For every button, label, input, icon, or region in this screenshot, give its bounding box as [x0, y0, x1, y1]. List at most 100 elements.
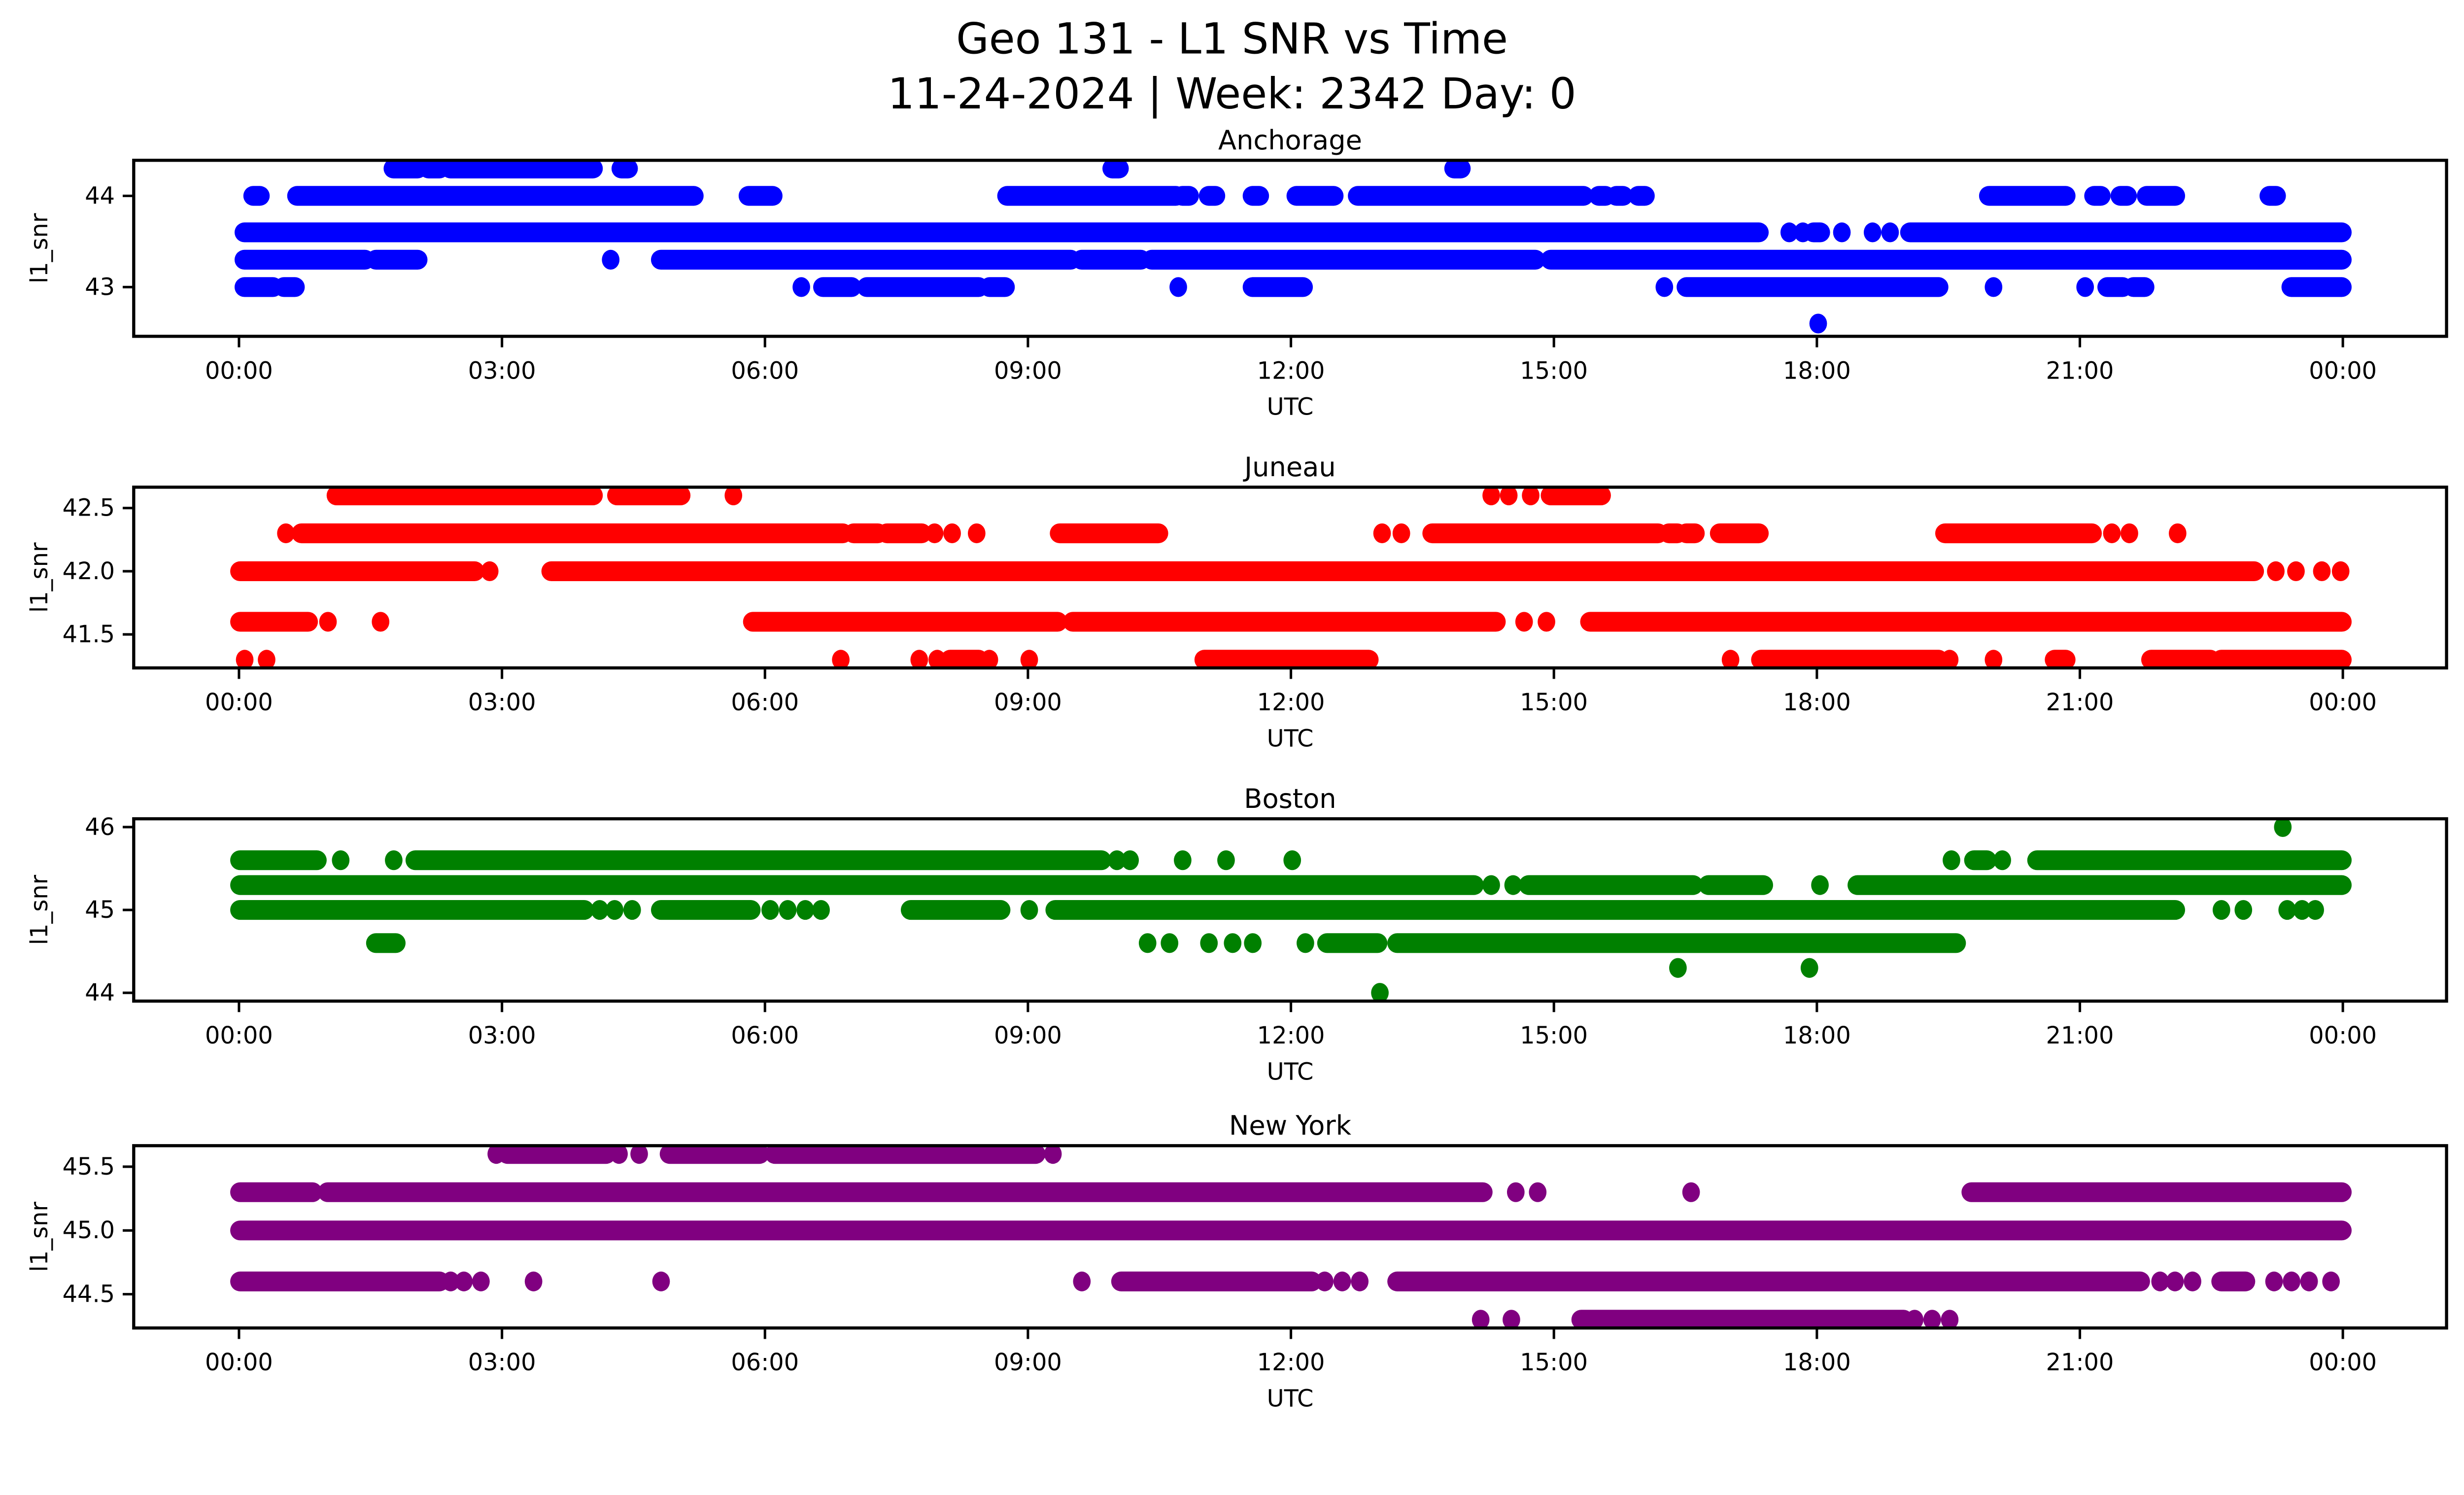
data-segment [441, 160, 603, 178]
plot-border [132, 486, 2448, 670]
data-segment [287, 186, 704, 206]
data-segment [1751, 650, 1949, 668]
y-tick-label: 43 [85, 274, 115, 301]
data-point [1923, 1310, 1941, 1328]
data-segment [2045, 650, 2076, 668]
y-tick-label: 45 [85, 897, 115, 924]
data-segment [1050, 523, 1168, 544]
data-point [1863, 222, 1882, 243]
data-point [1244, 933, 1262, 953]
y-tick-label: 46 [85, 814, 115, 841]
data-point [2300, 1271, 2318, 1291]
data-segment [1444, 160, 1471, 178]
data-point [1472, 1310, 1490, 1328]
data-segment [2110, 186, 2137, 206]
data-point [652, 1271, 670, 1291]
x-tick-label: 12:00 [1257, 357, 1325, 384]
x-tick-label: 15:00 [1520, 689, 1588, 716]
data-segment [1242, 186, 1269, 206]
x-tick-label: 00:00 [2309, 1349, 2377, 1376]
subplot-juneau: Juneau l1_snr UTC 42.5 42.0 41.5 00:00 03:00 06:… [26, 452, 2448, 752]
data-segment [1111, 1271, 1322, 1291]
x-tick-label: 03:00 [468, 357, 536, 384]
data-point [1669, 958, 1687, 978]
x-tick-label: 18:00 [1783, 689, 1851, 716]
data-segment [1540, 249, 2352, 270]
data-point [2306, 900, 2324, 920]
x-tick-label: 09:00 [994, 1022, 1062, 1049]
data-segment [235, 249, 375, 270]
data-segment [366, 249, 428, 270]
data-point [1020, 650, 1038, 668]
data-point [2274, 819, 2292, 837]
data-point [630, 1146, 648, 1164]
x-tick-label: 09:00 [994, 357, 1062, 384]
data-segment [1172, 186, 1199, 206]
x-tick-label: 21:00 [2046, 1022, 2114, 1049]
data-segment [1142, 249, 1545, 270]
x-tick-label: 00:00 [205, 1022, 273, 1049]
data-point [2278, 900, 2296, 920]
data-point [602, 249, 620, 270]
data-segment [765, 1146, 1046, 1164]
data-bands [230, 487, 2352, 668]
x-tick-label: 03:00 [468, 689, 536, 716]
data-bands [230, 1146, 2352, 1328]
data-point [1174, 850, 1192, 870]
data-point [606, 900, 624, 920]
data-point [442, 1271, 460, 1291]
data-segment [497, 1146, 616, 1164]
data-point [1224, 933, 1242, 953]
data-segment [274, 277, 305, 297]
data-segment [2123, 277, 2155, 297]
data-point [1169, 277, 1187, 297]
x-tick-label: 12:00 [1257, 1022, 1325, 1049]
data-point [2212, 900, 2230, 920]
data-point [1371, 983, 1389, 1001]
x-axis-label: UTC [1267, 1058, 1314, 1085]
data-segment [230, 612, 318, 632]
data-segment [997, 186, 1186, 206]
data-point [2322, 1271, 2340, 1291]
data-point [1780, 222, 1798, 243]
data-segment [1540, 487, 1611, 506]
data-point [591, 900, 609, 920]
data-point [1941, 650, 1959, 668]
x-tick-label: 00:00 [2309, 357, 2377, 384]
x-tick-label: 18:00 [1783, 1022, 1851, 1049]
y-tick-label: 45.5 [63, 1153, 115, 1181]
data-segment [1348, 186, 1594, 206]
x-tick-label: 15:00 [1520, 357, 1588, 384]
x-tick-label: 03:00 [468, 1349, 536, 1376]
subplots-group: Anchorage l1_snr UTC 44 43 00:00 03:00 06:00 09:… [26, 125, 2448, 1413]
data-segment [856, 277, 989, 297]
data-segment [230, 850, 327, 870]
figure-suptitle-line1: Geo 131 - L1 SNR vs Time [956, 14, 1508, 64]
snr-figure: Geo 131 - L1 SNR vs Time 11-24-2024 | We… [26, 14, 2448, 1413]
data-point [1985, 650, 2003, 668]
data-point [277, 523, 295, 544]
data-point [524, 1271, 543, 1291]
data-point [2121, 523, 2138, 544]
data-segment [659, 1146, 770, 1164]
data-segment [230, 1271, 449, 1291]
data-segment [1580, 612, 2352, 632]
data-segment [743, 612, 1068, 632]
y-tick-label: 42.0 [63, 558, 115, 585]
data-segment [1628, 186, 1655, 206]
data-point [610, 1146, 628, 1164]
data-segment [1804, 222, 1830, 243]
data-point [2234, 900, 2253, 920]
data-segment [1194, 650, 1379, 668]
data-segment [2137, 186, 2186, 206]
data-point [1515, 612, 1533, 632]
data-point [796, 900, 814, 920]
data-segment [230, 1182, 323, 1202]
data-point [1283, 850, 1301, 870]
data-segment [1422, 523, 1668, 544]
data-segment [230, 561, 485, 581]
data-point [1721, 650, 1740, 668]
data-point [480, 561, 499, 581]
x-tick-label: 00:00 [205, 357, 273, 384]
data-segment [2211, 1271, 2256, 1291]
